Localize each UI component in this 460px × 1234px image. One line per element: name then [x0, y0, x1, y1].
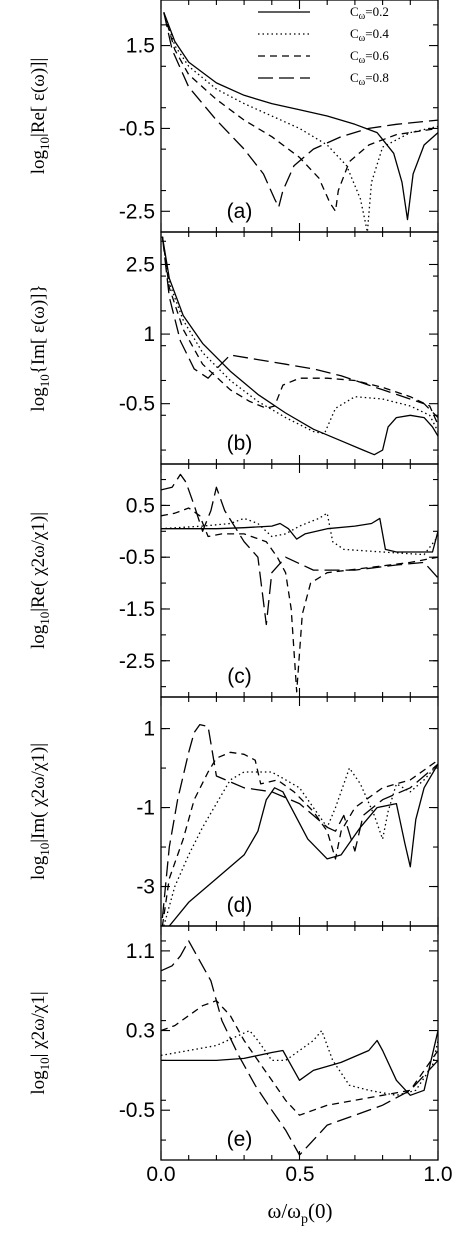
series-line-longdash [161, 940, 438, 1156]
y-tick-label: -0.5 [119, 1099, 155, 1122]
series-line-dashed [161, 1000, 438, 1116]
plot-frame [160, 463, 439, 698]
y-tick-label: 0.5 [126, 494, 155, 517]
plot-frame [160, 0, 439, 233]
legend: Cω=0.2 Cω=0.4 Cω=0.6 Cω=0.8 [258, 4, 389, 88]
y-tick-label: 1.1 [126, 940, 155, 963]
series-line-dotted [161, 1029, 438, 1096]
series-line-longdash [161, 473, 438, 626]
panel-b: 2.5 1 -0.5 log10{Im[ ε(ω)]} (b) [28, 231, 439, 465]
plot-frame [160, 231, 439, 465]
series-line-solid [168, 763, 438, 926]
panel-label: (c) [227, 665, 252, 688]
series-line-longdash [163, 12, 438, 208]
x-axis: 0.0 0.5 1.0 ω/ωp(0) [146, 1163, 452, 1227]
series-line-dotted [161, 512, 438, 556]
series-line-dashed [161, 507, 438, 693]
series-line-solid [163, 12, 438, 221]
series-line-dashed [163, 12, 438, 212]
y-tick-label: -3 [136, 876, 155, 899]
series-line-solid [161, 517, 438, 553]
y-tick-label: -0.5 [119, 393, 155, 416]
y-tick-label: 1.5 [126, 35, 155, 58]
panel-label: (d) [227, 894, 253, 917]
x-axis-title: ω/ωp(0) [268, 1199, 333, 1227]
series-line-dashed [161, 751, 438, 926]
plot-frame [160, 925, 439, 1161]
panel-d: 1 -1 -3 log10|Im( χ2ω/χ1)| (d) [28, 696, 439, 927]
x-tick-label-2: 1.0 [423, 1163, 452, 1186]
legend-label: Cω=0.8 [350, 70, 389, 88]
panel-label: (a) [227, 200, 253, 223]
series-line-longdash [161, 723, 438, 919]
y-tick-label: 2.5 [126, 253, 155, 276]
y-axis-title: log10{Im[ ε(ω)]} [28, 284, 52, 411]
legend-label: Cω=0.2 [350, 4, 389, 22]
panel-label: (b) [227, 432, 253, 455]
panel-e: 1.1 0.3 -0.5 log10| χ2ω/χ1| (e) [28, 925, 439, 1161]
y-tick-label: 0.3 [126, 1020, 155, 1043]
x-tick-label-1: 0.5 [285, 1163, 314, 1186]
y-tick-label: -2.5 [119, 650, 155, 673]
panel-label: (e) [227, 1128, 253, 1151]
panel-a: 1.5 -0.5 -2.5 log10|Re[ ε(ω)]| (a) [28, 0, 439, 233]
series-line-solid [161, 1030, 438, 1096]
legend-label: Cω=0.4 [350, 26, 389, 44]
y-axis-title: log10|Re( χ2ω/χ1)| [28, 512, 52, 649]
series-line-solid [161, 236, 438, 456]
series-line-dotted [163, 12, 438, 232]
y-tick-label: -0.5 [119, 546, 155, 569]
x-tick-label-0: 0.0 [146, 1163, 175, 1186]
series-line-dashed [161, 236, 438, 425]
y-axis-title: log10|Im( χ2ω/χ1)| [28, 743, 52, 880]
series-line-dotted [161, 236, 438, 435]
series-line-longdash [161, 236, 438, 419]
y-tick-label: -2.5 [119, 200, 155, 223]
panel-c: 0.5 -0.5 -1.5 -2.5 log10|Re( χ2ω/χ1)| (c) [28, 463, 439, 698]
legend-label: Cω=0.6 [350, 48, 389, 66]
y-tick-label: 1 [143, 718, 155, 741]
y-tick-label: -0.5 [119, 117, 155, 140]
y-tick-label: -1 [136, 797, 155, 820]
y-axis-title: log10| χ2ω/χ1| [28, 991, 52, 1094]
y-tick-label: 1 [143, 323, 155, 346]
y-tick-label: -1.5 [119, 598, 155, 621]
plot-frame [160, 696, 439, 927]
panels: 1.5 -0.5 -2.5 log10|Re[ ε(ω)]| (a) 2.5 1 -0.5 lo… [28, 0, 439, 1161]
y-axis-title: log10|Re[ ε(ω)]| [28, 58, 52, 175]
series-line-dotted [163, 763, 438, 926]
